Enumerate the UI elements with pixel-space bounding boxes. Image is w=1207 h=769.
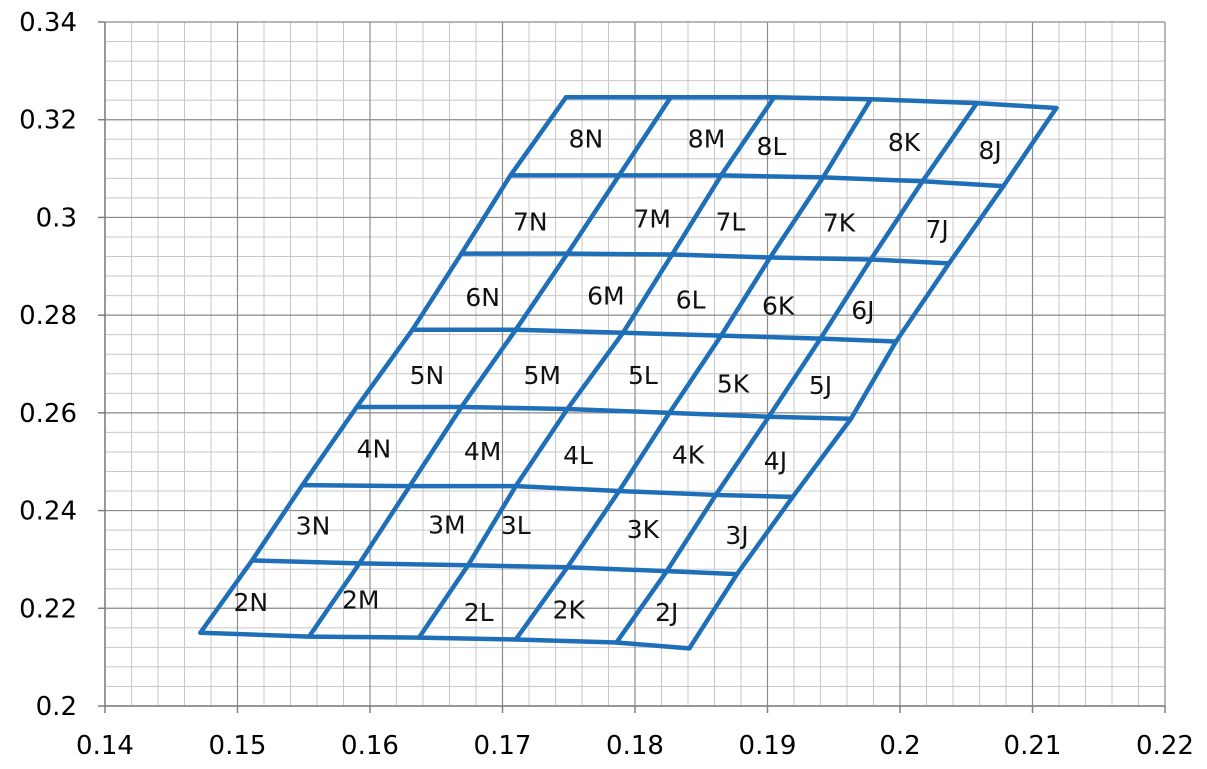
tick-labels: 0.14 0.15 0.16 0.17 0.18 0.19 0.2 0.21 0.22 0.2 0.… bbox=[19, 8, 1194, 761]
cell-label: 6J bbox=[851, 296, 874, 325]
cell-label: 7L bbox=[715, 207, 745, 236]
cell-label: 3L bbox=[501, 511, 531, 540]
cell-label: 7K bbox=[823, 208, 856, 237]
cell-label: 8N bbox=[569, 124, 604, 153]
mesh-row-line bbox=[300, 482, 795, 500]
x-tick-label: 0.14 bbox=[76, 731, 134, 761]
cell-label: 4N bbox=[357, 435, 392, 464]
y-tick-label: 0.2 bbox=[36, 692, 77, 722]
cell-label: 6M bbox=[587, 282, 624, 311]
cell-label: 6N bbox=[465, 283, 500, 312]
y-tick-label: 0.24 bbox=[19, 497, 77, 527]
mesh bbox=[198, 94, 1059, 651]
y-tick-label: 0.28 bbox=[19, 301, 77, 331]
cell-label: 6L bbox=[676, 286, 706, 315]
mesh-column-line bbox=[306, 94, 674, 639]
axes bbox=[98, 21, 1166, 713]
cell-label: 2K bbox=[553, 595, 586, 624]
mesh-column-line bbox=[513, 96, 874, 642]
mesh-row-line bbox=[354, 404, 854, 421]
mesh-row-line bbox=[198, 630, 692, 651]
x-tick-label: 0.2 bbox=[879, 731, 920, 761]
mesh-column-line bbox=[614, 100, 980, 645]
cell-label: 2J bbox=[655, 598, 678, 627]
cell-label: 3M bbox=[428, 511, 465, 540]
x-tick-label: 0.18 bbox=[606, 731, 664, 761]
cell-label: 4M bbox=[464, 437, 501, 466]
cell-labels: 2N 2M 2L 2K 2J 3N 3M 3L 3K 3J 4N 4M 4L 4K 4J 5N 5M 5L 5K 5J… bbox=[233, 124, 1001, 627]
mesh-column-line bbox=[198, 94, 569, 635]
x-tick-label: 0.17 bbox=[474, 731, 532, 761]
cell-label: 4L bbox=[563, 441, 593, 470]
cell-label: 2L bbox=[464, 598, 494, 627]
y-tick-label: 0.22 bbox=[19, 594, 77, 624]
cell-label: 3J bbox=[725, 521, 748, 550]
mesh-row-line bbox=[508, 173, 1006, 189]
cell-label: 5L bbox=[628, 361, 658, 390]
y-tick-label: 0.3 bbox=[36, 203, 77, 233]
cell-label: 2M bbox=[342, 585, 379, 614]
cell-label: 8K bbox=[888, 128, 921, 157]
cell-label: 7M bbox=[633, 204, 670, 233]
cell-label: 3K bbox=[627, 515, 660, 544]
cell-label: 5J bbox=[809, 371, 832, 400]
x-tick-label: 0.15 bbox=[209, 731, 267, 761]
cell-label: 8M bbox=[688, 124, 725, 153]
y-tick-label: 0.32 bbox=[19, 106, 77, 136]
cell-label: 3N bbox=[296, 512, 331, 541]
cell-label: 7J bbox=[925, 215, 948, 244]
mesh-row-line bbox=[410, 327, 899, 344]
gridlines bbox=[104, 21, 1166, 707]
mesh-column-line bbox=[687, 105, 1059, 651]
cell-label: 5N bbox=[410, 361, 445, 390]
y-tick-label: 0.34 bbox=[19, 8, 77, 38]
cell-label: 8L bbox=[757, 132, 787, 161]
cell-label: 8J bbox=[978, 136, 1001, 165]
cell-label: 4K bbox=[672, 440, 705, 469]
mesh-column-line bbox=[416, 94, 777, 640]
y-tick-label: 0.26 bbox=[19, 399, 77, 429]
cell-label: 5M bbox=[524, 361, 561, 390]
mesh-row-line bbox=[563, 94, 1059, 111]
x-tick-label: 0.22 bbox=[1136, 731, 1194, 761]
x-tick-label: 0.19 bbox=[739, 731, 797, 761]
cell-label: 4J bbox=[764, 447, 787, 476]
cell-label: 7N bbox=[513, 207, 548, 236]
x-tick-label: 0.21 bbox=[1004, 731, 1062, 761]
cell-label: 2N bbox=[233, 588, 268, 617]
mesh-row-line bbox=[249, 558, 740, 577]
x-tick-label: 0.16 bbox=[341, 731, 399, 761]
cell-label: 6K bbox=[762, 291, 795, 320]
cell-label: 5K bbox=[717, 370, 750, 399]
mesh-row-line bbox=[459, 251, 952, 266]
